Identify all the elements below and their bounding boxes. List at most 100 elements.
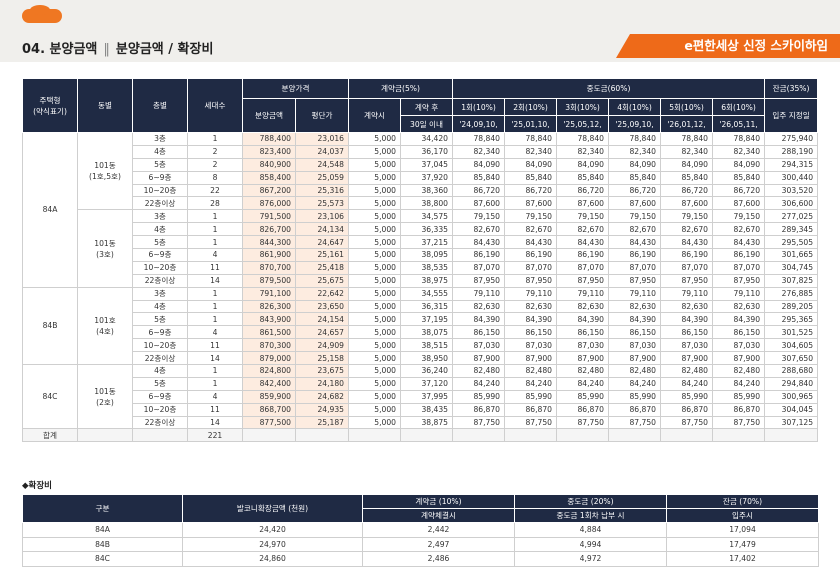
value-cell: 275,940 [764, 132, 819, 146]
value-cell: 79,150 [504, 209, 558, 224]
value-cell: 86,720 [712, 183, 766, 198]
header-mid-date: '25,09,10, [608, 115, 662, 133]
value-cell: 86,870 [504, 402, 558, 417]
empty-cell [712, 428, 766, 443]
header-units: 세대수 [187, 78, 243, 133]
value-cell: 37,195 [400, 312, 454, 327]
value-cell: 36,240 [400, 364, 454, 378]
floor-cell: 10~20층 [132, 260, 188, 275]
value-cell: 25,573 [294, 196, 350, 211]
value-cell: 36,335 [400, 222, 454, 237]
value-cell: 84,090 [504, 157, 558, 172]
header-mid-round: 1회(10%) [452, 98, 506, 116]
value-cell: 5,000 [348, 299, 402, 314]
value-cell: 288,680 [764, 364, 819, 378]
value-cell: 87,030 [660, 338, 714, 353]
value-cell: 84,430 [660, 235, 714, 250]
value-cell: 87,030 [712, 338, 766, 353]
units-cell: 11 [187, 338, 243, 353]
value-cell: 82,340 [452, 144, 506, 159]
value-cell: 84,390 [608, 312, 662, 327]
value-cell: 34,555 [400, 286, 454, 301]
header-price: 분양가격 [241, 78, 350, 99]
empty-cell [608, 428, 662, 443]
value-cell: 86,720 [504, 183, 558, 198]
value-cell: 304,745 [764, 260, 819, 275]
value-cell: 24,657 [294, 325, 350, 340]
value-cell: 86,150 [452, 325, 506, 340]
units-cell: 14 [187, 273, 243, 288]
value-cell: 86,190 [452, 248, 506, 262]
value-cell: 84,390 [660, 312, 714, 327]
value-cell: 826,300 [242, 299, 296, 314]
value-cell: 85,840 [712, 170, 766, 185]
value-cell: 307,825 [764, 273, 819, 288]
value-cell: 87,900 [608, 351, 662, 366]
table-row: 5층 2 840,900 24,548 5,000 37,045 84,090 84,090 8… [23, 157, 819, 172]
value-cell: 84,240 [452, 376, 506, 391]
value-cell: 24,682 [294, 389, 350, 404]
value-cell: 87,900 [712, 351, 766, 366]
value-cell: 87,600 [712, 196, 766, 211]
title-separator: ‖ [103, 42, 110, 57]
units-cell: 22 [187, 183, 243, 198]
floor-cell: 22층이상 [132, 273, 188, 288]
value-cell: 84,240 [712, 376, 766, 391]
value-cell: 840,900 [242, 157, 296, 172]
floor-cell: 3층 [132, 209, 188, 224]
table-row: 22층이상 28 876,000 25,573 5,000 38,800 87,600 87,… [23, 196, 819, 211]
dong-cell: 101호 (4호) [77, 286, 133, 366]
value-cell: 82,480 [608, 364, 662, 378]
floor-cell: 5층 [132, 376, 188, 391]
ext-row: 84C 24,860 2,486 4,972 17,402 [22, 551, 819, 567]
floor-cell: 6~9층 [132, 325, 188, 340]
value-cell: 307,125 [764, 415, 819, 430]
ext-value-cell: 2,442 [362, 522, 515, 538]
total-label: 합계 [22, 428, 78, 443]
value-cell: 87,900 [660, 351, 714, 366]
value-cell: 5,000 [348, 209, 402, 224]
value-cell: 82,480 [712, 364, 766, 378]
value-cell: 85,840 [660, 170, 714, 185]
units-cell: 1 [187, 286, 243, 301]
header-mid-date: '24,09,10, [452, 115, 506, 133]
table-row: 10~20층 11 870,300 24,909 5,000 38,515 87,030 87… [23, 338, 819, 353]
value-cell: 38,950 [400, 351, 454, 366]
units-cell: 4 [187, 389, 243, 404]
value-cell: 24,180 [294, 376, 350, 391]
value-cell: 78,840 [660, 132, 714, 146]
type-cell: 84C [22, 364, 78, 430]
value-cell: 879,500 [242, 273, 296, 288]
value-cell: 5,000 [348, 402, 402, 417]
value-cell: 79,110 [556, 286, 610, 301]
section-subtitle: 분양금액 / 확장비 [115, 42, 214, 57]
value-cell: 868,700 [242, 402, 296, 417]
floor-cell: 4층 [132, 364, 188, 378]
header-deposit-after: 계약 후 [400, 98, 454, 116]
value-cell: 82,340 [660, 144, 714, 159]
brand-logo [22, 5, 62, 23]
value-cell: 5,000 [348, 235, 402, 250]
value-cell: 36,315 [400, 299, 454, 314]
value-cell: 86,190 [556, 248, 610, 262]
value-cell: 84,430 [556, 235, 610, 250]
dong-cell: 101동 (1호,5호) [77, 131, 133, 211]
value-cell: 85,990 [660, 389, 714, 404]
units-cell: 4 [187, 325, 243, 340]
value-cell: 870,300 [242, 338, 296, 353]
value-cell: 86,150 [556, 325, 610, 340]
value-cell: 877,500 [242, 415, 296, 430]
floor-cell: 22층이상 [132, 415, 188, 430]
value-cell: 22,642 [294, 286, 350, 301]
table-row: 6~9층 4 861,500 24,657 5,000 38,075 86,150 86,15… [23, 325, 819, 340]
floor-cell: 10~20층 [132, 183, 188, 198]
value-cell: 87,600 [452, 196, 506, 211]
value-cell: 826,700 [242, 222, 296, 237]
value-cell: 86,870 [712, 402, 766, 417]
value-cell: 87,950 [504, 273, 558, 288]
value-cell: 84,090 [608, 157, 662, 172]
value-cell: 79,110 [608, 286, 662, 301]
empty-cell [77, 428, 133, 443]
floor-cell: 10~20층 [132, 338, 188, 353]
table-row: 84A 101동 (1호,5호) 3층 1 788,400 23,016 5,000 34,4… [22, 131, 819, 288]
